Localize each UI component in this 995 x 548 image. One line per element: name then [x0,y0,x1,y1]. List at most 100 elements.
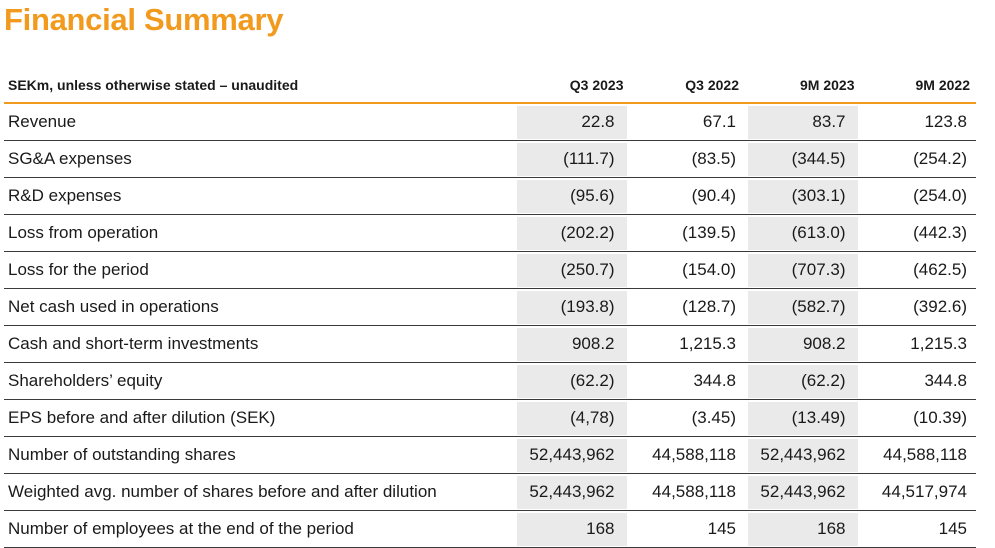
table-header: SEKm, unless otherwise stated – unaudite… [4,68,976,104]
cell-value: 52,443,962 [760,445,846,464]
cell-9m-2023: (344.5) [745,140,861,178]
cell-value: 145 [938,519,967,538]
table-row: Net cash used in operations (193.8) (128… [4,288,976,326]
cell-value: (111.7) [563,149,615,168]
row-label: Weighted avg. number of shares before an… [4,473,514,511]
table-row: Weighted avg. number of shares before an… [4,473,976,511]
cell-q3-2023: (111.7) [514,140,630,178]
cell-value: 22.8 [581,112,615,131]
cell-value: (62.2) [570,371,615,390]
cell-9m-2022: (254.2) [860,140,976,178]
row-label: Number of employees at the end of the pe… [4,510,514,548]
cell-value: (344.5) [791,149,846,168]
cell-9m-2023: (62.2) [745,362,861,400]
cell-9m-2022: (462.5) [860,251,976,289]
table-row: EPS before and after dilution (SEK) (4,7… [4,399,976,437]
header-label: SEKm, unless otherwise stated – unaudite… [4,68,514,104]
table-body: Revenue 22.8 67.1 83.7 123.8 SG&A expens… [4,103,976,548]
cell-9m-2022: 344.8 [860,362,976,400]
table-row: Number of outstanding shares 52,443,962 … [4,436,976,474]
row-label: Number of outstanding shares [4,436,514,474]
table-row: Loss for the period (250.7) (154.0) (707… [4,251,976,289]
cell-q3-2023: 52,443,962 [514,473,630,511]
table-row: Cash and short-term investments 908.2 1,… [4,325,976,363]
cell-9m-2022: 1,215.3 [860,325,976,363]
cell-9m-2023: (707.3) [745,251,861,289]
table-row: Revenue 22.8 67.1 83.7 123.8 [4,103,976,141]
cell-9m-2022: 44,517,974 [860,473,976,511]
row-label: Cash and short-term investments [4,325,514,363]
cell-value: 44,517,974 [881,482,967,501]
cell-value: (582.7) [791,297,846,316]
cell-value: (254.2) [913,149,967,168]
row-label: SG&A expenses [4,140,514,178]
cell-value: 44,588,118 [652,482,736,501]
cell-q3-2022: 344.8 [629,362,745,400]
cell-9m-2023: 168 [745,510,861,548]
cell-value: 344.8 [924,371,967,390]
cell-9m-2022: (254.0) [860,177,976,215]
cell-value: 123.8 [924,112,967,131]
row-label: EPS before and after dilution (SEK) [4,399,514,437]
cell-9m-2022: (442.3) [860,214,976,252]
header-row: SEKm, unless otherwise stated – unaudite… [4,68,976,104]
cell-q3-2022: (139.5) [629,214,745,252]
cell-value: 44,588,118 [652,445,736,464]
cell-q3-2022: 145 [629,510,745,548]
cell-q3-2022: 44,588,118 [629,473,745,511]
cell-value: 908.2 [802,334,846,353]
cell-q3-2022: 1,215.3 [629,325,745,363]
cell-value: (254.0) [913,186,967,205]
cell-q3-2023: (62.2) [514,362,630,400]
cell-q3-2022: (128.7) [629,288,745,326]
cell-value: (250.7) [560,260,615,279]
cell-value: 344.8 [693,371,736,390]
cell-q3-2023: (202.2) [514,214,630,252]
row-label: Loss for the period [4,251,514,289]
cell-value: (3.45) [691,408,736,427]
cell-value: (13.49) [791,408,846,427]
cell-9m-2022: 123.8 [860,103,976,141]
financial-summary-table: SEKm, unless otherwise stated – unaudite… [4,68,976,548]
cell-q3-2023: 908.2 [514,325,630,363]
cell-value: 168 [817,519,846,538]
table-row: Number of employees at the end of the pe… [4,510,976,548]
cell-value: (707.3) [791,260,846,279]
cell-value: 52,443,962 [760,482,846,501]
cell-value: (4,78) [570,408,615,427]
cell-q3-2023: (4,78) [514,399,630,437]
cell-value: (95.6) [570,186,615,205]
cell-9m-2023: 83.7 [745,103,861,141]
header-col-q3-2023: Q3 2023 [514,68,630,104]
cell-q3-2022: (154.0) [629,251,745,289]
cell-value: (303.1) [791,186,846,205]
cell-value: (442.3) [913,223,967,242]
row-label: R&D expenses [4,177,514,215]
cell-9m-2023: (613.0) [745,214,861,252]
cell-9m-2023: 52,443,962 [745,436,861,474]
cell-value: (90.4) [691,186,736,205]
cell-value: (128.7) [682,297,736,316]
cell-value: 44,588,118 [883,445,967,464]
cell-9m-2023: (582.7) [745,288,861,326]
table-row: Shareholders’ equity (62.2) 344.8 (62.2)… [4,362,976,400]
cell-value: 67.1 [702,112,736,131]
page-title: Financial Summary [4,2,284,37]
cell-value: (193.8) [560,297,615,316]
cell-q3-2022: 67.1 [629,103,745,141]
cell-value: (62.2) [801,371,846,390]
cell-value: 83.7 [812,112,846,131]
cell-q3-2023: 168 [514,510,630,548]
cell-value: (10.39) [913,408,967,427]
cell-value: 1,215.3 [679,334,736,353]
cell-q3-2022: (3.45) [629,399,745,437]
cell-value: (392.6) [913,297,967,316]
cell-9m-2022: (392.6) [860,288,976,326]
cell-q3-2023: 52,443,962 [514,436,630,474]
row-label: Net cash used in operations [4,288,514,326]
cell-9m-2023: 52,443,962 [745,473,861,511]
cell-q3-2023: (250.7) [514,251,630,289]
header-col-q3-2022: Q3 2022 [629,68,745,104]
cell-value: 52,443,962 [529,482,615,501]
header-col-9m-2023: 9M 2023 [745,68,861,104]
